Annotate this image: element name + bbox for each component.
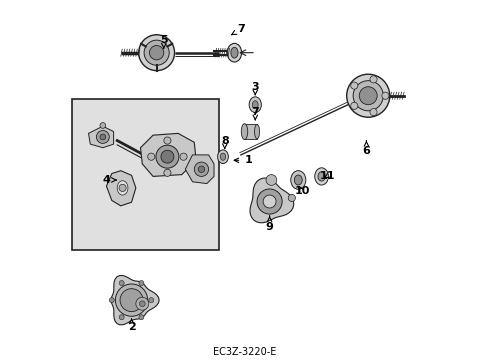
Circle shape	[119, 280, 124, 285]
Text: 11: 11	[319, 171, 334, 181]
Circle shape	[287, 194, 295, 202]
Circle shape	[139, 280, 143, 285]
Circle shape	[136, 297, 148, 310]
Circle shape	[346, 74, 389, 117]
Circle shape	[100, 134, 105, 140]
Circle shape	[109, 298, 114, 303]
Circle shape	[198, 166, 204, 172]
Circle shape	[100, 123, 105, 129]
Polygon shape	[244, 124, 257, 139]
Circle shape	[350, 82, 357, 89]
Circle shape	[96, 131, 109, 143]
Text: 6: 6	[362, 141, 369, 156]
Text: 8: 8	[221, 136, 228, 149]
Text: 5: 5	[160, 35, 167, 48]
Ellipse shape	[249, 97, 261, 113]
Text: 7: 7	[251, 107, 259, 120]
Text: 3: 3	[251, 82, 259, 95]
Circle shape	[369, 76, 376, 83]
Polygon shape	[140, 134, 196, 176]
Circle shape	[163, 137, 171, 144]
Circle shape	[119, 184, 126, 192]
Ellipse shape	[117, 181, 128, 195]
Circle shape	[139, 315, 143, 320]
Ellipse shape	[314, 168, 328, 185]
Circle shape	[265, 175, 276, 185]
Polygon shape	[185, 155, 214, 184]
Circle shape	[139, 301, 145, 307]
Ellipse shape	[230, 47, 238, 58]
Text: EC3Z-3220-E: EC3Z-3220-E	[212, 347, 276, 357]
Polygon shape	[249, 178, 293, 223]
Circle shape	[381, 92, 388, 99]
Ellipse shape	[217, 150, 228, 163]
Text: 7: 7	[231, 24, 244, 35]
Circle shape	[144, 40, 169, 65]
Circle shape	[120, 289, 142, 312]
Circle shape	[194, 162, 208, 176]
Text: 2: 2	[127, 319, 135, 332]
Text: 9: 9	[265, 216, 273, 231]
Circle shape	[163, 169, 171, 176]
Circle shape	[149, 45, 163, 60]
Circle shape	[257, 189, 282, 214]
Ellipse shape	[290, 171, 305, 189]
Circle shape	[161, 150, 174, 163]
Ellipse shape	[241, 124, 247, 139]
Polygon shape	[106, 171, 136, 206]
Circle shape	[156, 145, 179, 168]
Text: 10: 10	[294, 186, 309, 196]
Circle shape	[119, 315, 124, 320]
Circle shape	[350, 102, 357, 109]
Circle shape	[139, 35, 174, 71]
Circle shape	[369, 108, 376, 116]
Text: 4: 4	[102, 175, 116, 185]
Circle shape	[180, 153, 187, 160]
Ellipse shape	[317, 172, 325, 181]
Circle shape	[359, 87, 376, 105]
FancyBboxPatch shape	[72, 99, 219, 250]
Ellipse shape	[220, 153, 225, 160]
Polygon shape	[111, 275, 159, 325]
Circle shape	[115, 284, 147, 316]
Circle shape	[147, 153, 155, 160]
Circle shape	[263, 195, 276, 208]
Circle shape	[352, 81, 383, 111]
Ellipse shape	[227, 43, 241, 62]
Ellipse shape	[254, 125, 259, 139]
Circle shape	[148, 298, 153, 303]
Polygon shape	[88, 126, 113, 148]
Ellipse shape	[294, 175, 302, 185]
Text: 1: 1	[234, 155, 251, 165]
Ellipse shape	[252, 101, 258, 109]
